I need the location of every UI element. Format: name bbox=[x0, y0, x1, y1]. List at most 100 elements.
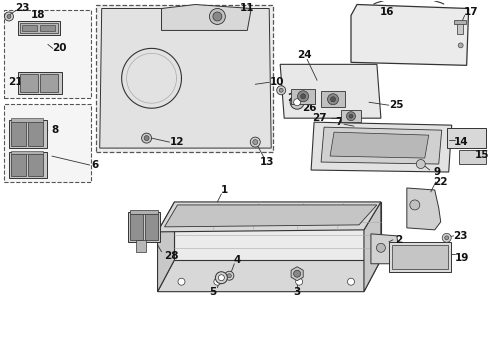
Circle shape bbox=[250, 137, 260, 147]
Bar bbox=[321, 91, 345, 107]
Bar bbox=[144, 214, 157, 240]
Polygon shape bbox=[157, 202, 380, 232]
Circle shape bbox=[252, 140, 257, 145]
Circle shape bbox=[295, 278, 302, 285]
Text: 22: 22 bbox=[432, 177, 447, 187]
Text: 1: 1 bbox=[220, 185, 227, 195]
Circle shape bbox=[327, 94, 338, 105]
Text: 27: 27 bbox=[311, 113, 325, 123]
Circle shape bbox=[409, 200, 419, 210]
Circle shape bbox=[293, 270, 300, 277]
Bar bbox=[129, 210, 157, 214]
Bar bbox=[290, 89, 314, 104]
Circle shape bbox=[457, 43, 462, 48]
Polygon shape bbox=[310, 122, 451, 172]
Circle shape bbox=[144, 136, 149, 141]
Text: 10: 10 bbox=[269, 77, 284, 87]
Polygon shape bbox=[446, 128, 485, 148]
Text: 24: 24 bbox=[296, 50, 311, 60]
Circle shape bbox=[4, 12, 14, 21]
Circle shape bbox=[279, 88, 283, 92]
Polygon shape bbox=[350, 5, 468, 65]
Text: 20: 20 bbox=[53, 43, 67, 53]
Circle shape bbox=[227, 274, 231, 278]
Polygon shape bbox=[388, 242, 450, 272]
Bar bbox=[40, 26, 55, 31]
Text: 6: 6 bbox=[91, 160, 98, 170]
Circle shape bbox=[215, 272, 227, 284]
Bar bbox=[174, 202, 380, 260]
Text: 19: 19 bbox=[453, 253, 468, 263]
Text: 23: 23 bbox=[452, 231, 467, 241]
Polygon shape bbox=[164, 205, 376, 227]
Circle shape bbox=[218, 275, 224, 281]
Bar bbox=[453, 21, 465, 24]
Text: 18: 18 bbox=[31, 10, 45, 21]
Text: 25: 25 bbox=[389, 100, 403, 110]
Circle shape bbox=[209, 9, 225, 24]
Bar bbox=[4, 104, 91, 182]
Bar bbox=[20, 74, 38, 92]
Polygon shape bbox=[329, 132, 428, 158]
Text: 3: 3 bbox=[293, 287, 300, 297]
Circle shape bbox=[297, 91, 308, 102]
Polygon shape bbox=[161, 5, 251, 31]
Circle shape bbox=[213, 278, 221, 285]
Bar bbox=[11, 118, 43, 122]
Bar bbox=[22, 26, 37, 31]
Bar bbox=[9, 120, 47, 148]
Text: 5: 5 bbox=[208, 287, 216, 297]
Bar bbox=[18, 72, 61, 94]
Circle shape bbox=[224, 271, 233, 280]
Bar bbox=[20, 23, 58, 33]
Bar bbox=[135, 240, 145, 252]
Text: 23: 23 bbox=[15, 4, 29, 13]
Polygon shape bbox=[458, 150, 485, 164]
Polygon shape bbox=[157, 260, 380, 292]
Circle shape bbox=[346, 112, 355, 121]
Polygon shape bbox=[290, 267, 303, 281]
Bar bbox=[28, 122, 43, 146]
Text: 2: 2 bbox=[394, 235, 402, 245]
Circle shape bbox=[293, 99, 300, 106]
Circle shape bbox=[300, 94, 305, 99]
Text: 28: 28 bbox=[164, 251, 179, 261]
Text: 23: 23 bbox=[286, 93, 301, 103]
Text: 17: 17 bbox=[463, 8, 477, 18]
Text: 26: 26 bbox=[301, 103, 316, 113]
Text: 4: 4 bbox=[233, 255, 241, 265]
Polygon shape bbox=[321, 127, 441, 164]
Circle shape bbox=[441, 233, 450, 242]
Text: 13: 13 bbox=[260, 157, 274, 167]
Bar bbox=[11, 122, 26, 146]
Text: 15: 15 bbox=[473, 150, 488, 160]
Circle shape bbox=[7, 14, 11, 18]
Bar bbox=[129, 214, 142, 240]
Circle shape bbox=[444, 236, 448, 240]
Bar bbox=[11, 154, 26, 176]
Circle shape bbox=[376, 243, 385, 252]
Circle shape bbox=[415, 159, 425, 168]
Bar bbox=[28, 154, 43, 176]
Bar bbox=[127, 212, 159, 242]
Circle shape bbox=[347, 278, 354, 285]
Text: 9: 9 bbox=[432, 167, 439, 177]
Text: 7: 7 bbox=[335, 117, 342, 127]
Bar bbox=[456, 22, 462, 35]
Bar bbox=[4, 10, 91, 98]
Circle shape bbox=[142, 133, 151, 143]
Text: 8: 8 bbox=[51, 125, 59, 135]
Circle shape bbox=[276, 86, 285, 95]
Text: 14: 14 bbox=[452, 137, 467, 147]
Circle shape bbox=[178, 278, 184, 285]
Bar bbox=[11, 151, 43, 154]
Circle shape bbox=[212, 12, 222, 21]
Text: 11: 11 bbox=[240, 4, 254, 13]
Circle shape bbox=[289, 95, 304, 109]
Bar bbox=[96, 5, 273, 152]
Polygon shape bbox=[280, 64, 380, 118]
Text: 12: 12 bbox=[170, 137, 184, 147]
Bar bbox=[340, 110, 360, 122]
Bar bbox=[391, 245, 447, 269]
Circle shape bbox=[348, 114, 352, 118]
